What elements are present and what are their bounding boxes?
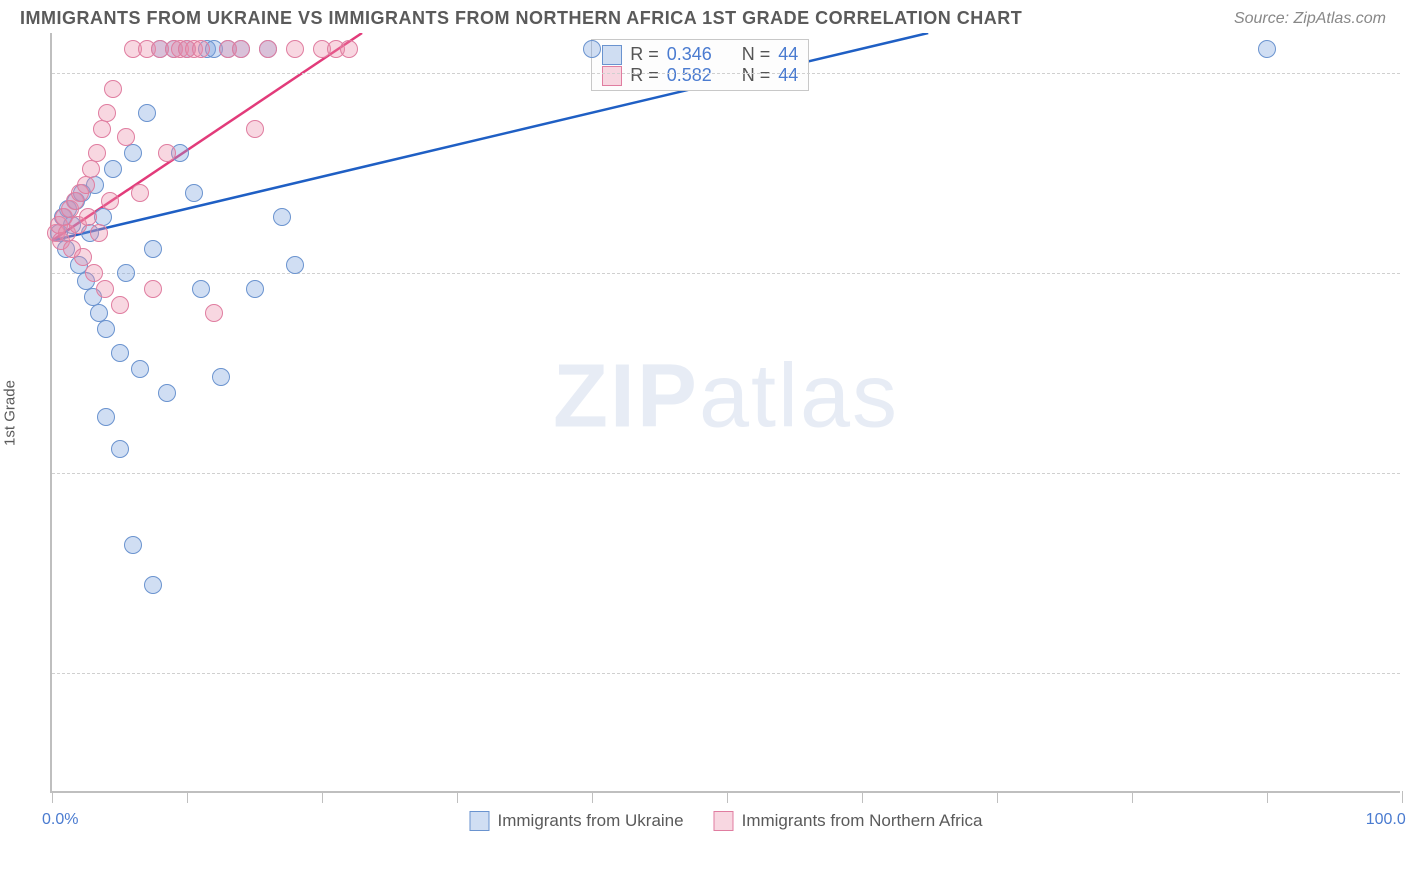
data-point (286, 256, 304, 274)
data-point (124, 536, 142, 554)
data-point (583, 40, 601, 58)
data-point (97, 408, 115, 426)
y-axis-label: 1st Grade (2, 380, 19, 446)
data-point (111, 296, 129, 314)
gridline (52, 473, 1400, 474)
stat-n-label: N = (742, 44, 771, 65)
data-point (286, 40, 304, 58)
stat-n-label: N = (742, 65, 771, 86)
correlation-legend: R = 0.346 N = 44 R = 0.582 N = 44 (591, 39, 809, 91)
data-point (111, 344, 129, 362)
data-point (98, 104, 116, 122)
data-point (88, 144, 106, 162)
x-tick-first: 0.0% (42, 811, 78, 829)
data-point (101, 192, 119, 210)
legend-swatch-nafrica (714, 811, 734, 831)
data-point (131, 184, 149, 202)
x-tick (322, 791, 323, 803)
source-attribution: Source: ZipAtlas.com (1234, 10, 1386, 28)
data-point (79, 208, 97, 226)
data-point (117, 264, 135, 282)
data-point (232, 40, 250, 58)
x-tick (457, 791, 458, 803)
legend-swatch-ukraine (469, 811, 489, 831)
legend-row: R = 0.582 N = 44 (602, 65, 798, 86)
data-point (111, 440, 129, 458)
legend-swatch (602, 66, 622, 86)
data-point (158, 384, 176, 402)
data-point (212, 368, 230, 386)
data-point (77, 176, 95, 194)
stat-n-value: 44 (778, 44, 798, 65)
x-tick (1132, 791, 1133, 803)
data-point (1258, 40, 1276, 58)
x-tick (187, 791, 188, 803)
x-tick (592, 791, 593, 803)
stat-n-value: 44 (778, 65, 798, 86)
stat-r-label: R = (630, 65, 659, 86)
data-point (97, 320, 115, 338)
data-point (246, 280, 264, 298)
data-point (74, 248, 92, 266)
series-legend: Immigrants from Ukraine Immigrants from … (469, 811, 982, 831)
data-point (85, 264, 103, 282)
data-point (158, 144, 176, 162)
data-point (124, 144, 142, 162)
plot-svg (52, 33, 1400, 792)
data-point (144, 240, 162, 258)
x-tick (1267, 791, 1268, 803)
data-point (192, 280, 210, 298)
gridline (52, 673, 1400, 674)
legend-swatch (602, 45, 622, 65)
data-point (117, 128, 135, 146)
x-tick-last: 100.0% (1366, 811, 1406, 829)
data-point (90, 224, 108, 242)
gridline (52, 73, 1400, 74)
data-point (340, 40, 358, 58)
data-point (185, 184, 203, 202)
data-point (205, 304, 223, 322)
chart-title: IMMIGRANTS FROM UKRAINE VS IMMIGRANTS FR… (20, 8, 1022, 29)
data-point (82, 160, 100, 178)
stat-r-label: R = (630, 44, 659, 65)
legend-item-ukraine: Immigrants from Ukraine (469, 811, 683, 831)
legend-row: R = 0.346 N = 44 (602, 44, 798, 65)
legend-item-nafrica: Immigrants from Northern Africa (714, 811, 983, 831)
data-point (131, 360, 149, 378)
x-tick (997, 791, 998, 803)
data-point (259, 40, 277, 58)
stat-r-value: 0.582 (667, 65, 712, 86)
data-point (96, 280, 114, 298)
data-point (246, 120, 264, 138)
data-point (273, 208, 291, 226)
x-tick (862, 791, 863, 803)
legend-label-nafrica: Immigrants from Northern Africa (742, 811, 983, 831)
x-tick (727, 791, 728, 803)
data-point (138, 104, 156, 122)
legend-label-ukraine: Immigrants from Ukraine (497, 811, 683, 831)
data-point (104, 80, 122, 98)
scatter-chart: ZIPatlas 0.0% 100.0% R = 0.346N = 44R = … (50, 33, 1400, 793)
x-tick (52, 791, 53, 803)
data-point (144, 280, 162, 298)
stat-r-value: 0.346 (667, 44, 712, 65)
x-tick (1402, 791, 1403, 803)
data-point (104, 160, 122, 178)
data-point (192, 40, 210, 58)
data-point (144, 576, 162, 594)
gridline (52, 273, 1400, 274)
data-point (93, 120, 111, 138)
